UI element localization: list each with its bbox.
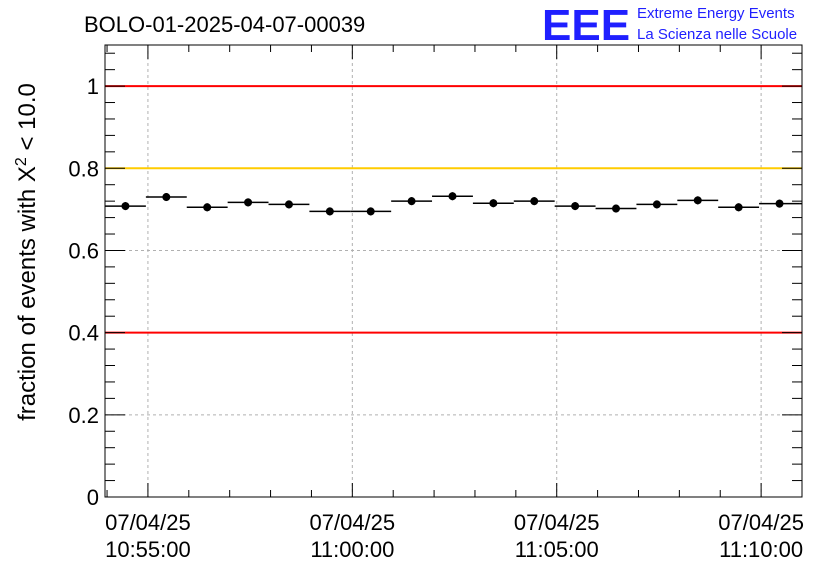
data-point: [121, 202, 130, 211]
y-axis-label-prefix: fraction of events with X: [14, 166, 41, 421]
data-points: [105, 192, 824, 216]
data-point: [162, 193, 171, 202]
data-point: [652, 200, 661, 209]
data-point: [693, 196, 702, 205]
plot-frame: [104, 44, 803, 498]
y-tick-label: 1: [87, 74, 99, 99]
data-point: [244, 198, 253, 207]
logo-line-2: La Scienza nelle Scuole: [637, 26, 797, 43]
data-point: [611, 204, 620, 213]
y-tick-label: 0.2: [68, 403, 99, 428]
x-tick-label-date: 07/04/25: [514, 510, 600, 535]
data-point: [816, 200, 824, 208]
x-tick-label-time: 10:55:00: [105, 537, 191, 562]
x-tick-label-time: 11:00:00: [310, 537, 394, 562]
data-point: [775, 199, 784, 208]
data-point: [366, 207, 375, 216]
data-point: [734, 203, 743, 212]
logo-line-1: Extreme Energy Events: [637, 5, 795, 22]
data-point: [325, 207, 334, 216]
data-point: [530, 197, 539, 206]
y-tick-label: 0: [87, 485, 99, 510]
axis-ticks: 00.20.40.60.8107/04/2510:55:0007/04/2511…: [68, 45, 804, 562]
y-tick-label: 0.4: [68, 321, 99, 346]
data-point: [571, 202, 580, 211]
y-tick-label: 0.6: [68, 238, 99, 263]
y-axis-label: fraction of events with X2 < 10.0: [13, 83, 41, 421]
chart-title: BOLO-01-2025-04-07-00039: [84, 12, 365, 37]
y-tick-label: 0.8: [68, 156, 99, 181]
data-point: [448, 192, 457, 201]
y-axis-label-sup: 2: [13, 157, 30, 166]
logo-mark: EEE: [542, 1, 630, 50]
reference-lines: [105, 85, 802, 334]
data-point: [489, 199, 498, 208]
data-point: [284, 200, 293, 209]
x-tick-label-time: 11:05:00: [515, 537, 599, 562]
y-axis-label-suffix: < 10.0: [14, 83, 41, 157]
data-point: [203, 203, 212, 212]
x-tick-label-time: 11:10:00: [719, 537, 803, 562]
eee-logo: EEE Extreme Energy Events La Scienza nel…: [542, 1, 797, 50]
data-point: [407, 197, 416, 206]
grid-layer: [105, 45, 802, 497]
x-tick-label-date: 07/04/25: [310, 510, 396, 535]
x-tick-label-date: 07/04/25: [105, 510, 191, 535]
x-tick-label-date: 07/04/25: [718, 510, 804, 535]
